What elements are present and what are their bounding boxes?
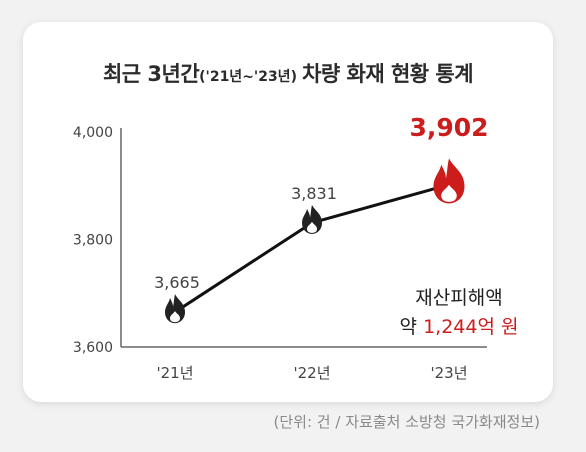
x-tick-label: '23년 bbox=[430, 364, 467, 382]
source-note: (단위: 건 / 자료출처 소방청 국가화재정보) bbox=[273, 413, 540, 431]
y-tick-label: 3,600 bbox=[73, 340, 113, 356]
data-label: 3,902 bbox=[409, 113, 488, 142]
fire-icon bbox=[165, 294, 185, 324]
series-line bbox=[174, 183, 450, 314]
y-tick-label: 3,800 bbox=[73, 233, 113, 249]
chart-title-subject: 차량 화재 현황 통계 bbox=[302, 62, 474, 86]
chart-title: 최근 3년간('21년~'23년) 차량 화재 현황 통계 bbox=[23, 58, 553, 88]
chart-card: 최근 3년간('21년~'23년) 차량 화재 현황 통계 재산피해액 약 1,… bbox=[23, 22, 553, 402]
fire-icon-outer bbox=[433, 158, 465, 204]
fire-icon bbox=[433, 158, 465, 204]
fire-icon-outer bbox=[165, 294, 185, 324]
damage-value: 약 1,244억 원 bbox=[374, 313, 544, 342]
damage-annotation: 재산피해액 약 1,244억 원 bbox=[374, 284, 544, 342]
damage-label: 재산피해액 bbox=[415, 287, 503, 309]
fire-icon-core bbox=[307, 221, 317, 233]
chart-title-period: ('21년~'23년) bbox=[199, 69, 297, 85]
fire-icon-core bbox=[441, 184, 457, 202]
data-label: 3,831 bbox=[291, 184, 337, 203]
data-label: 3,665 bbox=[154, 273, 200, 292]
y-tick-label: 4,000 bbox=[73, 125, 113, 141]
fire-icon-core bbox=[170, 311, 180, 323]
x-tick-label: '21년 bbox=[156, 364, 193, 382]
fire-icon-outer bbox=[302, 204, 322, 234]
damage-prefix: 약 bbox=[399, 316, 418, 338]
chart-title-main: 최근 3년간 bbox=[102, 62, 200, 86]
fire-icon bbox=[302, 204, 322, 234]
x-tick-label: '22년 bbox=[293, 364, 330, 382]
damage-amount: 1,244억 원 bbox=[423, 316, 519, 338]
